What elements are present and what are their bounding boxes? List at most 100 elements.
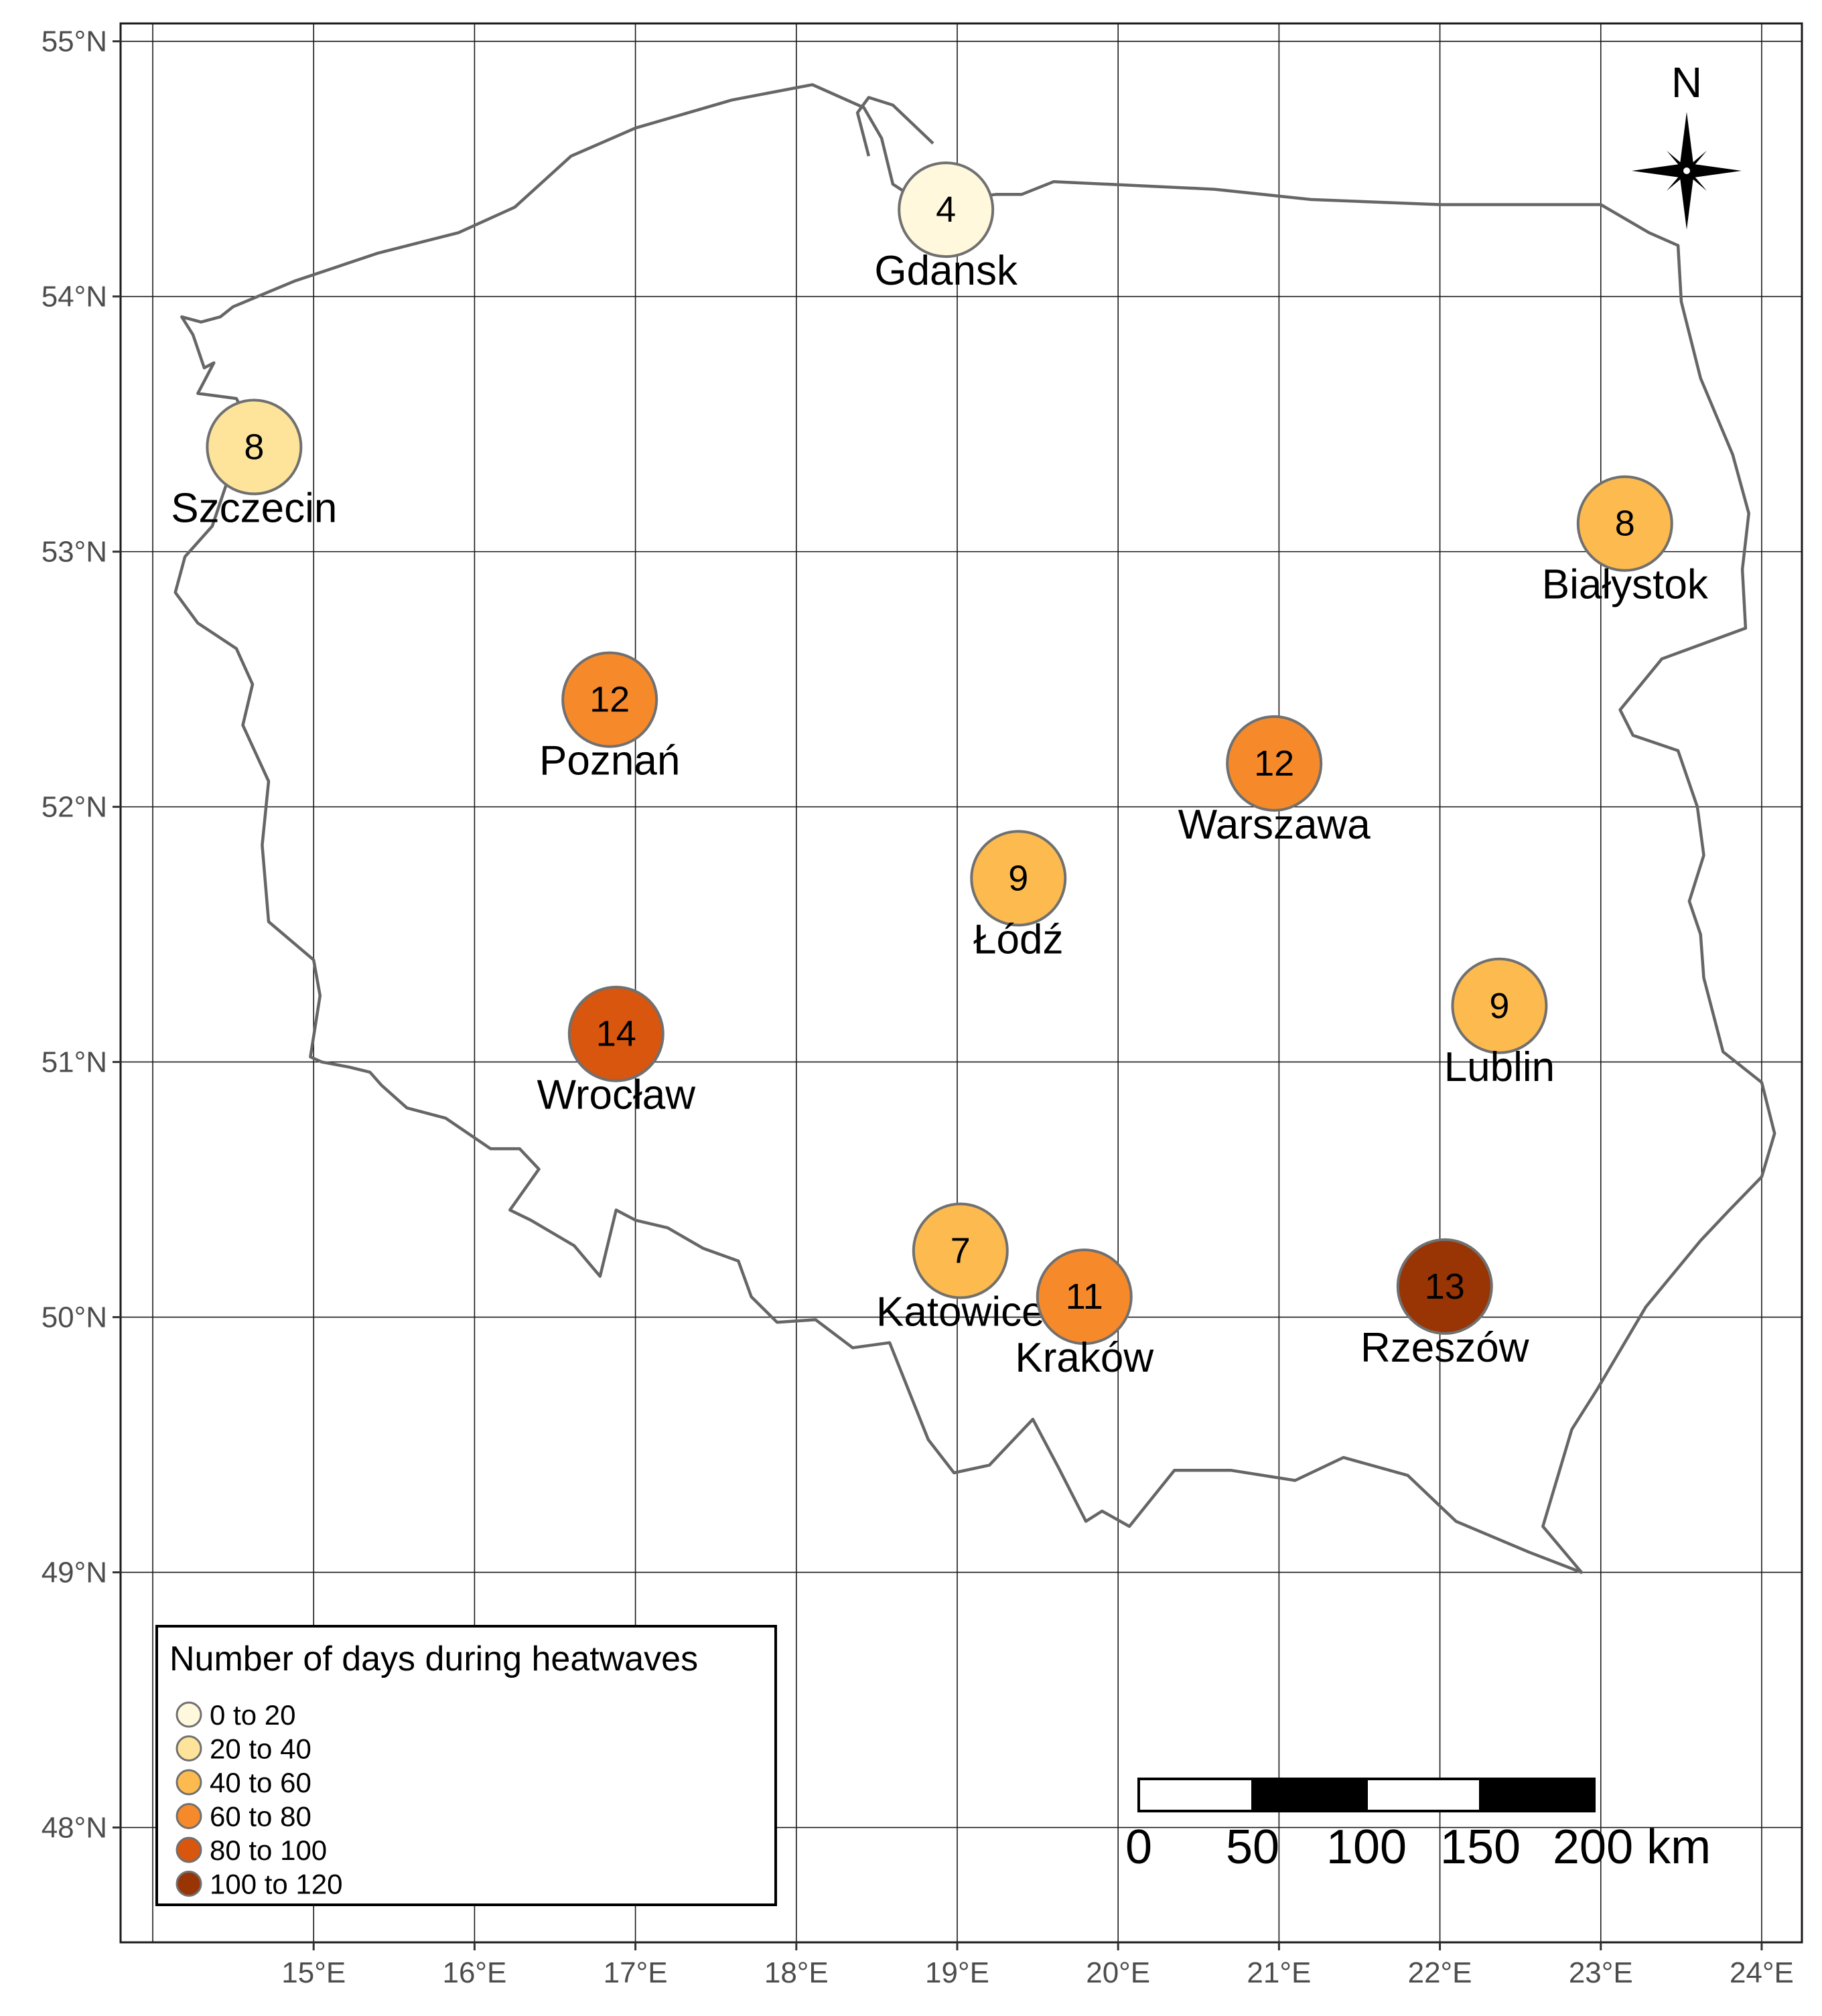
country-border (173, 83, 1776, 1574)
scale-label-50: 50 (1226, 1820, 1279, 1874)
city-circle (1451, 957, 1548, 1054)
city-circle (1576, 475, 1673, 572)
city-circle (912, 1202, 1009, 1299)
tick-label-lon: 16°E (442, 1956, 506, 1989)
tick-label-lon: 17°E (604, 1956, 668, 1989)
city-marker: 4 Gdansk (874, 161, 1018, 294)
city-name-label: Białystok (1542, 562, 1709, 608)
axis-ticks: 15°E 16°E 17°E 18°E 19°E 20°E 21°E 22°E 23°E 24°E… (42, 25, 1794, 1989)
city-value-label: 9 (1489, 986, 1509, 1026)
north-arrow-diag-se (1687, 171, 1707, 191)
tick-label-lat: 50°N (42, 1301, 107, 1334)
tick-label-lon: 19°E (925, 1956, 989, 1989)
city-value-label: 9 (1008, 858, 1028, 898)
city-circle (567, 985, 664, 1082)
city-name-label: Gdansk (874, 248, 1018, 294)
city-marker: 8 Szczecin (171, 399, 337, 531)
tick-label-lat: 49°N (42, 1557, 107, 1589)
legend-item-label: 40 to 60 (210, 1767, 311, 1798)
legend: Number of days during heatwaves 0 to 202… (155, 1625, 777, 1906)
tick-label-lat: 52°N (42, 791, 107, 824)
city-value-label: 4 (936, 190, 956, 230)
city-marker: 12 Poznań (539, 651, 680, 784)
city-value-label: 12 (589, 680, 630, 720)
city-marker: 12 Warszawa (1178, 715, 1371, 848)
city-name-label: Kraków (1015, 1335, 1153, 1381)
legend-item-label: 20 to 40 (210, 1733, 311, 1765)
city-circle (561, 651, 658, 748)
legend-item-label: 60 to 80 (210, 1801, 311, 1832)
legend-swatch (176, 1701, 202, 1728)
city-value-label: 13 (1425, 1267, 1465, 1307)
hel-peninsula (855, 96, 934, 157)
city-circle (206, 399, 303, 496)
north-arrow-needle-e (1687, 164, 1742, 177)
scale-label-200: 200 km (1553, 1820, 1711, 1874)
city-value-label: 7 (951, 1231, 971, 1271)
legend-item-label: 80 to 100 (210, 1834, 327, 1866)
legend-title: Number of days during heatwaves (169, 1640, 698, 1678)
tick-label-lon: 21°E (1247, 1956, 1311, 1989)
city-name-label: Katowice (876, 1289, 1045, 1336)
city-circle (1226, 715, 1323, 812)
tick-label-lat: 55°N (42, 25, 107, 58)
city-marker: 8 Białystok (1542, 475, 1709, 608)
city-circle (1036, 1248, 1133, 1346)
scale-label-0: 0 (1125, 1820, 1152, 1874)
north-arrow: N (1632, 58, 1742, 230)
tick-label-lon: 22°E (1408, 1956, 1472, 1989)
city-marker: 11 Kraków (1015, 1248, 1153, 1381)
tick-label-lat: 53°N (42, 536, 107, 569)
legend-swatch (176, 1769, 202, 1796)
north-arrow-diag-nw (1667, 151, 1687, 171)
legend-item-label: 0 to 20 (210, 1699, 295, 1731)
tick-label-lon: 23°E (1569, 1956, 1633, 1989)
legend-swatch (176, 1871, 202, 1897)
north-arrow-needle-w (1632, 164, 1687, 177)
north-arrow-needle-n (1680, 112, 1693, 171)
city-name-label: Szczecin (171, 485, 337, 531)
scale-bar: 0 50 100 150 200 km (1125, 1778, 1711, 1874)
scale-segment-1 (1137, 1778, 1254, 1812)
poland-border (173, 83, 1776, 1574)
legend-box (155, 1625, 777, 1906)
city-name-label: Łódź (973, 916, 1063, 962)
city-name-label: Lublin (1444, 1044, 1555, 1090)
legend-swatch (176, 1735, 202, 1761)
city-name-label: Wrocław (537, 1072, 696, 1119)
city-marker: 7 Katowice (876, 1202, 1045, 1336)
city-name-label: Rzeszów (1360, 1325, 1529, 1371)
tick-label-lon: 24°E (1730, 1956, 1794, 1989)
tick-label-lat: 54°N (42, 281, 107, 313)
city-name-label: Warszawa (1178, 802, 1371, 848)
scale-label-150: 150 (1440, 1820, 1521, 1874)
legend-swatch (176, 1837, 202, 1863)
city-name-label: Poznań (539, 738, 680, 784)
city-marker: 9 Łódź (970, 830, 1067, 962)
tick-label-lon: 15°E (281, 1956, 346, 1989)
legend-swatch (176, 1803, 202, 1829)
tick-label-lon: 20°E (1086, 1956, 1150, 1989)
city-value-label: 8 (244, 427, 264, 467)
tick-label-lon: 18°E (764, 1956, 829, 1989)
north-arrow-center (1682, 166, 1691, 175)
tick-label-lat: 51°N (42, 1046, 107, 1079)
city-value-label: 14 (596, 1014, 636, 1054)
scale-segment-3 (1365, 1778, 1482, 1812)
scale-segment-2 (1251, 1778, 1368, 1812)
scale-label-100: 100 (1326, 1820, 1407, 1874)
map-frame (119, 22, 1803, 1944)
city-value-label: 8 (1615, 504, 1635, 544)
city-circle (1396, 1238, 1493, 1335)
city-value-label: 12 (1254, 743, 1294, 784)
north-arrow-diag-sw (1667, 171, 1687, 191)
city-marker: 14 Wrocław (537, 985, 696, 1119)
city-marker: 13 Rzeszów (1360, 1238, 1529, 1371)
city-circle (898, 161, 995, 259)
north-arrow-needle-s (1680, 171, 1693, 230)
city-marker: 9 Lublin (1444, 957, 1555, 1090)
city-circle (970, 830, 1067, 927)
